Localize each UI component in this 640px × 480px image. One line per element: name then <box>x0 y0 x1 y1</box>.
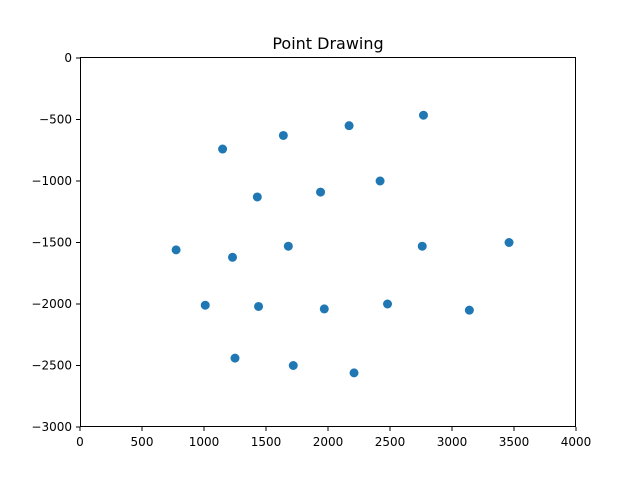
data-point-14 <box>200 300 210 310</box>
x-tick-label: 1000 <box>189 435 220 449</box>
plot-area-frame <box>80 57 576 427</box>
data-point-2 <box>344 121 354 131</box>
x-tick-label: 3000 <box>437 435 468 449</box>
data-point-13 <box>383 299 393 309</box>
y-tick-label: −2000 <box>31 297 72 311</box>
chart-title: Point Drawing <box>272 34 383 53</box>
data-point-6 <box>316 187 326 197</box>
y-tick-label: −2500 <box>31 359 72 373</box>
x-tick-label: 1500 <box>251 435 282 449</box>
points-layer <box>171 110 514 378</box>
x-tick-label: 2000 <box>313 435 344 449</box>
y-axis: 0 −500 −1000 −1500 −2000 −2500 −3000 <box>31 51 80 434</box>
y-tick-label: −1500 <box>31 236 72 250</box>
y-tick-label: −500 <box>39 113 72 127</box>
data-point-18 <box>230 353 240 363</box>
x-tick-label: 3500 <box>499 435 530 449</box>
y-tick-label: −3000 <box>31 420 72 434</box>
x-tick-label: 0 <box>76 435 84 449</box>
data-point-7 <box>252 192 262 202</box>
data-point-11 <box>171 245 181 255</box>
data-point-10 <box>283 241 293 251</box>
x-tick-label: 500 <box>131 435 154 449</box>
data-point-20 <box>349 368 359 378</box>
x-axis: 0 500 1000 1500 2000 2500 3000 3500 4000 <box>76 427 591 449</box>
data-point-5 <box>375 176 385 186</box>
data-point-16 <box>319 304 329 314</box>
data-point-17 <box>464 305 474 315</box>
data-point-12 <box>228 252 238 262</box>
data-point-19 <box>288 361 298 370</box>
data-point-8 <box>504 238 514 247</box>
y-tick-label: 0 <box>64 51 72 65</box>
data-point-4 <box>218 144 228 154</box>
x-tick-label: 4000 <box>561 435 592 449</box>
data-point-1 <box>418 110 428 120</box>
y-tick-label: −1000 <box>31 174 72 188</box>
data-point-9 <box>417 241 427 251</box>
data-point-15 <box>254 301 264 311</box>
x-tick-label: 2500 <box>375 435 406 449</box>
data-point-3 <box>278 130 288 140</box>
